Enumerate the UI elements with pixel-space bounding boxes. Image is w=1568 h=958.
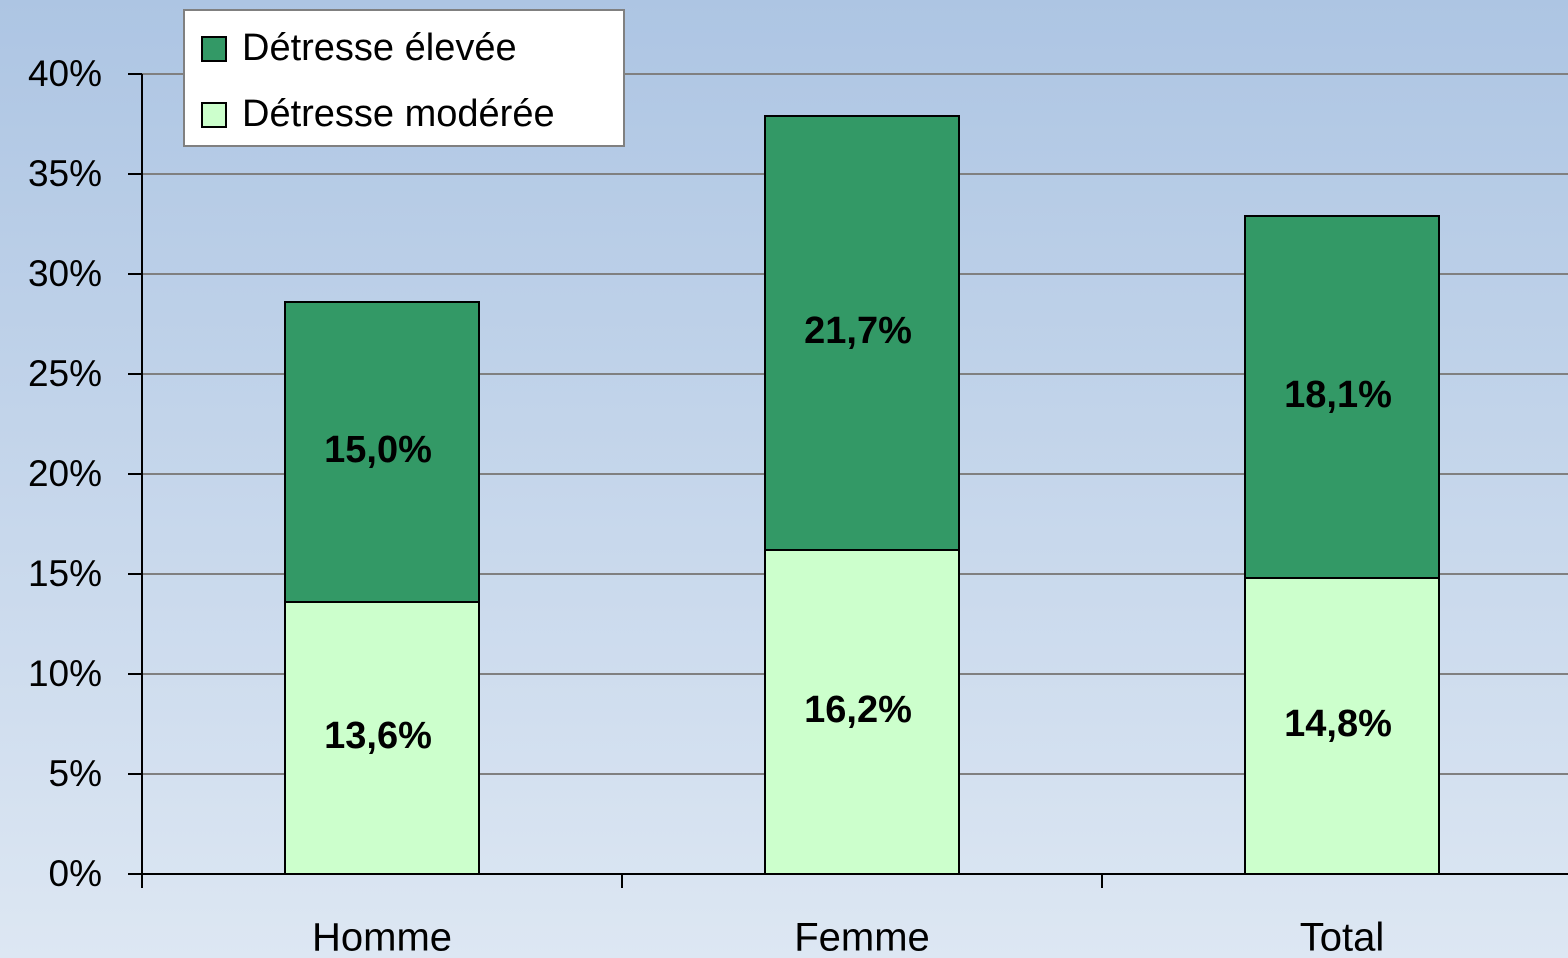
legend-label: Détresse modérée [242,93,555,135]
bar-segment [764,549,960,875]
bar-segment [284,301,480,603]
legend-box [183,9,625,147]
y-tick-label: 20% [28,453,102,494]
data-label: 18,1% [1284,374,1392,416]
data-label: 15,0% [324,429,432,471]
x-tick-label: Homme [312,916,452,958]
bar-segment [764,115,960,551]
y-tick-label: 30% [28,253,102,294]
bar-segment [1244,577,1440,875]
y-tick-label: 10% [28,653,102,694]
data-label: 13,6% [324,715,432,757]
data-label: 21,7% [804,310,912,352]
y-tick-label: 35% [28,153,102,194]
bar-segment [1244,215,1440,579]
x-tick-label: Total [1300,916,1385,958]
y-tick-label: 40% [28,53,102,94]
x-tick-label: Femme [794,916,930,958]
y-tick-label: 5% [49,753,102,794]
data-label: 14,8% [1284,703,1392,745]
y-tick-label: 0% [49,853,102,894]
y-tick-label: 15% [28,553,102,594]
data-label: 16,2% [804,689,912,731]
legend-swatch [201,36,227,62]
legend-swatch [201,102,227,128]
legend-label: Détresse élevée [242,27,517,69]
y-tick-label: 25% [28,353,102,394]
